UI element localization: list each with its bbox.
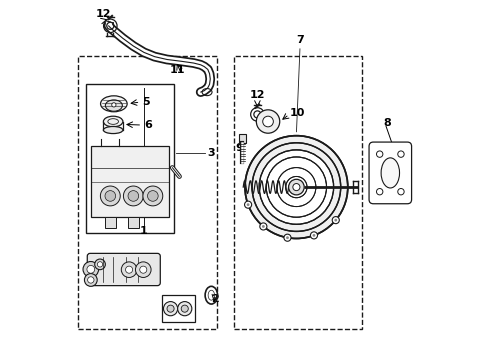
Text: 5: 5: [142, 97, 150, 107]
Circle shape: [263, 116, 273, 127]
Circle shape: [164, 302, 178, 316]
Ellipse shape: [105, 100, 122, 111]
Circle shape: [376, 151, 383, 157]
Circle shape: [376, 189, 383, 195]
Circle shape: [147, 191, 158, 201]
Circle shape: [313, 234, 316, 237]
Text: 3: 3: [208, 148, 216, 158]
Circle shape: [293, 184, 300, 191]
Circle shape: [125, 266, 133, 273]
Circle shape: [289, 179, 304, 195]
Circle shape: [112, 103, 116, 107]
Circle shape: [398, 189, 404, 195]
Bar: [234, 56, 362, 329]
Ellipse shape: [103, 116, 123, 127]
Circle shape: [398, 151, 404, 157]
Text: 9: 9: [236, 143, 244, 153]
Circle shape: [167, 305, 174, 312]
Circle shape: [178, 302, 192, 316]
Ellipse shape: [100, 96, 127, 112]
Circle shape: [311, 232, 318, 239]
Bar: [85, 84, 174, 233]
Circle shape: [100, 186, 120, 206]
Text: 6: 6: [144, 120, 152, 130]
Circle shape: [143, 186, 163, 206]
Ellipse shape: [381, 158, 399, 188]
Circle shape: [123, 186, 143, 206]
Circle shape: [334, 219, 337, 221]
Circle shape: [242, 132, 351, 242]
Circle shape: [105, 191, 116, 201]
Circle shape: [135, 262, 151, 278]
Text: 8: 8: [383, 118, 391, 128]
Circle shape: [262, 225, 265, 228]
Circle shape: [88, 277, 94, 283]
Text: 12: 12: [96, 9, 111, 19]
Bar: [162, 295, 196, 322]
Bar: [105, 217, 116, 228]
Circle shape: [256, 110, 280, 133]
Bar: [91, 146, 169, 217]
Circle shape: [95, 259, 105, 270]
Circle shape: [140, 266, 147, 273]
Text: 10: 10: [289, 108, 305, 118]
Text: 1: 1: [140, 226, 148, 237]
Bar: [239, 134, 245, 143]
Circle shape: [246, 203, 249, 206]
Circle shape: [98, 262, 103, 267]
Text: 2: 2: [211, 294, 219, 304]
Circle shape: [260, 223, 267, 230]
Text: 7: 7: [296, 35, 304, 45]
Text: 12: 12: [250, 90, 265, 100]
Ellipse shape: [103, 126, 123, 134]
Circle shape: [181, 305, 188, 312]
Circle shape: [286, 236, 289, 239]
Bar: [78, 56, 217, 329]
Circle shape: [87, 265, 95, 273]
Circle shape: [245, 201, 252, 208]
Circle shape: [284, 234, 291, 241]
Circle shape: [83, 261, 98, 277]
Circle shape: [245, 136, 347, 238]
Bar: [128, 217, 139, 228]
Text: 11: 11: [170, 65, 185, 75]
Circle shape: [128, 191, 139, 201]
Circle shape: [84, 274, 97, 286]
Text: 4: 4: [179, 303, 187, 312]
Circle shape: [260, 150, 333, 224]
FancyBboxPatch shape: [369, 142, 412, 204]
Circle shape: [122, 262, 137, 278]
FancyBboxPatch shape: [87, 253, 160, 285]
Circle shape: [332, 217, 339, 224]
